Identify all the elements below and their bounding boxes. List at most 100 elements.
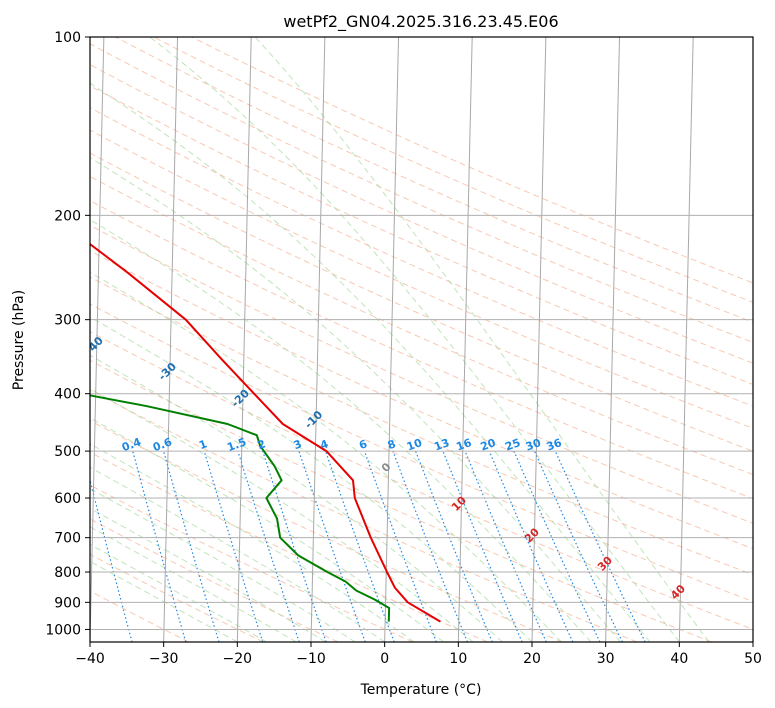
dry-adiabat	[90, 85, 753, 385]
mixing-ratio-label: 2	[256, 437, 268, 452]
mixing-ratio-line	[90, 477, 133, 642]
mixing-ratio-line	[262, 450, 327, 642]
x-tick-label: 20	[523, 651, 541, 667]
mixing-ratio-label: 16	[454, 436, 473, 454]
mixing-ratio-line	[533, 450, 623, 642]
y-tick-label: 1000	[45, 622, 81, 638]
mixing-ratio-label: 10	[405, 436, 424, 454]
mixing-ratio-label: 0.2	[70, 435, 93, 454]
mixing-ratio-label: 3	[292, 437, 304, 452]
y-axis-label: Pressure (hPa)	[11, 290, 27, 390]
mixing-ratio-line	[488, 450, 574, 642]
moist-adiabat	[149, 37, 680, 642]
dry-adiabat	[90, 303, 753, 603]
x-tick-label: −10	[296, 651, 326, 667]
y-tick-label: 400	[54, 387, 81, 403]
dry-adiabat	[90, 359, 712, 642]
dry-adiabat	[90, 276, 753, 576]
isotherm	[236, 37, 252, 642]
mixing-ratio-label: 4	[318, 437, 330, 452]
isotherms	[90, 37, 753, 642]
temperature-profile	[90, 242, 441, 623]
mixing-ratio-line	[442, 450, 523, 642]
x-tick-label: 30	[597, 651, 615, 667]
mixing-ratio-line	[324, 450, 395, 642]
mixing-ratio-label: 36	[545, 436, 564, 454]
mixing-ratio-label: 0.4	[120, 435, 143, 454]
dry-adiabat	[90, 331, 753, 630]
isotherm	[384, 37, 400, 642]
mixing-ratio-label: 6	[357, 437, 369, 452]
isotherm	[531, 37, 547, 642]
mixing-ratio-line	[237, 450, 300, 642]
mixing-ratio-label: 1.5	[225, 435, 248, 454]
moist-adiabat	[254, 37, 710, 642]
mixing-ratio-lines	[90, 450, 646, 642]
mixing-ratio-line	[298, 450, 366, 642]
dry-adiabat	[90, 200, 753, 500]
dry-adiabat	[90, 64, 753, 364]
y-tick-label: 500	[54, 444, 81, 460]
dry-adiabat	[90, 107, 753, 407]
moist-adiabat	[90, 156, 621, 642]
chart-title: wetPf2_GN04.2025.316.23.45.E06	[283, 12, 558, 32]
dewpoint-profile	[90, 394, 391, 622]
moist-adiabat	[90, 219, 592, 642]
y-tick-label: 300	[54, 313, 81, 329]
mixing-ratio-label: 30	[524, 436, 543, 454]
dry-adiabat	[90, 175, 753, 476]
mixing-ratio-line	[464, 450, 547, 642]
pressure-gridlines	[90, 37, 753, 630]
x-tick-label: 40	[670, 651, 688, 667]
dry-adiabat	[90, 451, 488, 642]
dry-adiabat	[90, 250, 753, 550]
mixing-ratio-label: 8	[386, 437, 398, 452]
mixing-ratio-label: 20	[479, 436, 498, 454]
mixing-ratio-label: 0.6	[151, 435, 174, 454]
y-tick-label: 200	[54, 208, 81, 224]
mixing-ratio-line	[132, 450, 187, 642]
x-tick-label: −30	[149, 651, 179, 667]
dry-adiabat	[90, 43, 753, 343]
moist-adiabat	[90, 466, 385, 642]
dry-adiabat	[90, 152, 753, 452]
mixing-ratio-line	[203, 450, 264, 642]
x-tick-label: −20	[223, 651, 253, 667]
y-tick-label: 100	[54, 30, 81, 46]
plot-frame	[89, 36, 754, 643]
isotherm	[90, 37, 105, 642]
dry-adiabat	[90, 419, 563, 642]
x-axis-label: Temperature (°C)	[360, 682, 482, 698]
isotherm	[163, 37, 179, 642]
moist-adiabat	[90, 488, 356, 642]
dry-adiabat	[90, 129, 753, 429]
moist-adiabat	[90, 526, 297, 642]
isotherm	[310, 37, 326, 642]
mixing-ratio-line	[163, 450, 220, 642]
x-tick-label: 10	[449, 651, 467, 667]
mixing-ratio-label: 1	[197, 437, 209, 452]
x-axis-ticks: −40 −30 −20 −10 0 10 20 30 40 50	[75, 642, 762, 667]
moist-adiabat	[90, 507, 326, 642]
x-tick-label: −40	[75, 651, 105, 667]
y-tick-label: 700	[54, 531, 81, 547]
x-tick-label: 50	[744, 651, 762, 667]
mixing-ratio-line	[513, 450, 601, 642]
moist-adiabat	[90, 271, 562, 642]
isotherm	[457, 37, 473, 642]
plot-area: 0.10.20.40.611.52346810131620253036-100-…	[70, 37, 753, 642]
y-tick-label: 900	[54, 595, 81, 611]
y-axis-ticks: 100 200 300 400 500 600 700 800 900 1000	[45, 30, 90, 638]
y-tick-label: 800	[54, 565, 81, 581]
moist-adiabat	[90, 82, 651, 642]
moist-adiabat	[90, 543, 268, 642]
moist-adiabat	[90, 560, 238, 642]
mixing-ratio-label: 13	[432, 436, 451, 453]
y-tick-label: 600	[54, 491, 81, 507]
x-tick-label: 0	[380, 651, 389, 667]
isotherm	[605, 37, 621, 642]
mixing-ratio-label: 25	[503, 436, 522, 453]
isotherm	[678, 37, 694, 642]
moist-adiabat	[90, 316, 533, 642]
